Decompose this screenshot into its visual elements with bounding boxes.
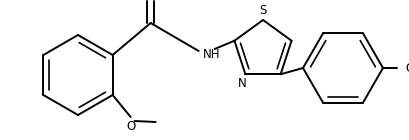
Text: S: S <box>258 4 266 18</box>
Text: Cl: Cl <box>404 61 409 74</box>
Text: N: N <box>237 77 246 90</box>
Text: O: O <box>126 120 135 132</box>
Text: NH: NH <box>202 48 220 61</box>
